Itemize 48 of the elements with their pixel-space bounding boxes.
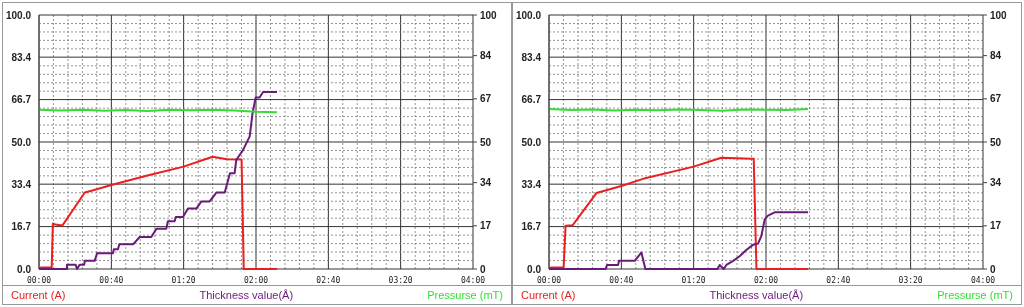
y2-tick-label: 34 bbox=[480, 177, 492, 189]
x-tick-label: 00:40 bbox=[609, 275, 634, 285]
y2-tick-label: 100 bbox=[480, 9, 498, 21]
x-tick-label: 02:40 bbox=[826, 275, 851, 285]
text: Current (A) bbox=[11, 289, 66, 301]
y-tick-label: 100.0 bbox=[5, 9, 32, 21]
y2-tick-label: 34 bbox=[990, 177, 1002, 189]
x-tick-label: 02:40 bbox=[316, 275, 341, 285]
x-tick-label: 01:20 bbox=[681, 275, 706, 285]
y2-tick-label: 17 bbox=[480, 220, 492, 232]
y2-tick-label: 0 bbox=[990, 263, 996, 275]
text: Current (A) bbox=[521, 289, 576, 301]
x-tick-label: 02:00 bbox=[243, 275, 269, 285]
x-tick-label: 02:00 bbox=[753, 275, 779, 285]
y2-tick-label: 50 bbox=[480, 136, 492, 148]
y2-tick-label: 100 bbox=[990, 9, 1008, 21]
x-tick-label: 01:20 bbox=[171, 275, 196, 285]
y2-tick-label: 0 bbox=[480, 263, 486, 275]
y-tick-label: 0.0 bbox=[527, 263, 542, 275]
x-tick-label: 00:40 bbox=[99, 275, 124, 285]
y2-tick-label: 84 bbox=[990, 50, 1002, 62]
y-tick-label: 100.0 bbox=[515, 9, 542, 21]
y-tick-label: 33.4 bbox=[11, 178, 32, 190]
y-tick-label: 83.4 bbox=[521, 51, 542, 63]
text: Pressurse (mT) bbox=[427, 289, 503, 301]
y-tick-label: 16.7 bbox=[521, 221, 542, 233]
series-label: Thickness value(Å) bbox=[709, 289, 804, 301]
text: Thickness value(Å) bbox=[199, 289, 294, 301]
y-tick-label: 33.4 bbox=[521, 178, 542, 190]
x-tick-label: 00:00 bbox=[536, 275, 562, 285]
y2-tick-label: 67 bbox=[990, 93, 1002, 105]
y-tick-label: 66.7 bbox=[521, 94, 542, 106]
x-tick-label: 03:20 bbox=[388, 275, 413, 285]
x-tick-label: 03:20 bbox=[898, 275, 923, 285]
y2-tick-label: 17 bbox=[990, 220, 1002, 232]
y-tick-label: 50.0 bbox=[521, 136, 542, 148]
x-tick-label: 00:00 bbox=[26, 275, 52, 285]
text: Pressurse (mT) bbox=[937, 289, 1013, 301]
x-tick-label: 04:00 bbox=[460, 275, 486, 285]
y-tick-label: 83.4 bbox=[11, 51, 32, 63]
y-tick-label: 50.0 bbox=[11, 136, 32, 148]
y2-tick-label: 50 bbox=[990, 136, 1002, 148]
x-tick-label: 04:00 bbox=[970, 275, 996, 285]
y-tick-label: 0.0 bbox=[17, 263, 32, 275]
y2-tick-label: 67 bbox=[480, 93, 492, 105]
y2-tick-label: 84 bbox=[480, 50, 492, 62]
y-tick-label: 66.7 bbox=[11, 94, 32, 106]
y-tick-label: 16.7 bbox=[11, 221, 32, 233]
